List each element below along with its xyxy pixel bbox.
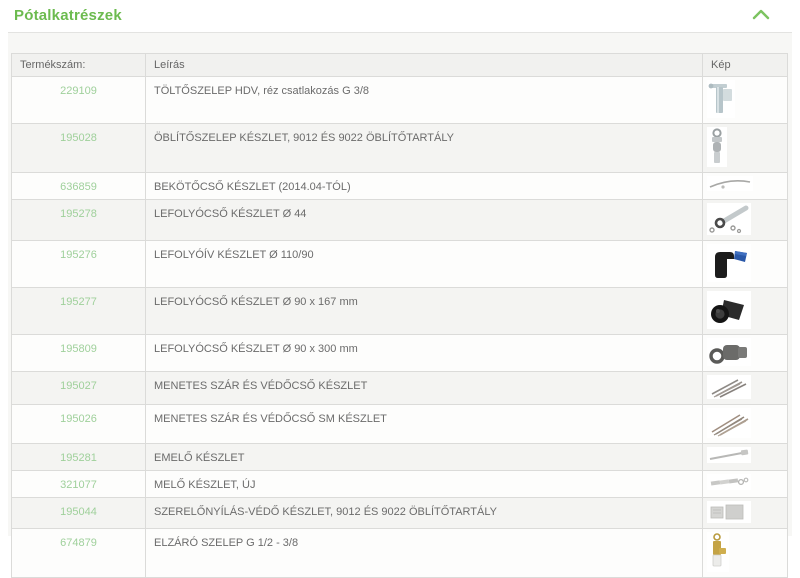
- table-row: 195277 LEFOLYÓCSŐ KÉSZLET Ø 90 x 167 mm: [11, 287, 788, 335]
- rod-bundle-thumb[interactable]: [707, 375, 751, 399]
- flush-valve-thumb[interactable]: [707, 127, 727, 167]
- fitting-gray-thumb[interactable]: [707, 338, 751, 366]
- table-row: 195026 MENETES SZÁR ÉS VÉDŐCSŐ SM KÉSZLE…: [11, 404, 788, 444]
- rod-bundle-sm-thumb[interactable]: [707, 408, 751, 438]
- product-number-link[interactable]: 674879: [60, 537, 97, 549]
- spare-parts-panel: Termékszám: Leírás Kép 229109 TÖLTŐSZELE…: [8, 32, 792, 578]
- product-description: SZERELŐNYÍLÁS-VÉDŐ KÉSZLET, 9012 ÉS 9022…: [145, 497, 703, 529]
- product-number-link[interactable]: 195276: [60, 249, 97, 261]
- fitting-black-thumb[interactable]: [707, 291, 751, 329]
- chevron-up-icon: [752, 8, 770, 23]
- product-number-link[interactable]: 229109: [60, 85, 97, 97]
- table-row: 195027 MENETES SZÁR ÉS VÉDŐCSŐ KÉSZLET: [11, 371, 788, 405]
- page-title: Pótalkatrészek: [14, 7, 122, 24]
- shutoff-valve-thumb[interactable]: [707, 532, 729, 572]
- column-header-image: Kép: [702, 53, 788, 77]
- product-description: MENETES SZÁR ÉS VÉDŐCSŐ SM KÉSZLET: [145, 404, 703, 444]
- table-row: 636859 BEKÖTŐCSŐ KÉSZLET (2014.04-TÓL): [11, 172, 788, 200]
- product-number-link[interactable]: 195277: [60, 296, 97, 308]
- collapse-button[interactable]: [750, 7, 772, 23]
- product-description: MENETES SZÁR ÉS VÉDŐCSŐ KÉSZLET: [145, 371, 703, 405]
- table-row: 195278 LEFOLYÓCSŐ KÉSZLET Ø 44: [11, 199, 788, 241]
- table-row: 229109 TÖLTŐSZELEP HDV, réz csatlakozás …: [11, 76, 788, 124]
- table-header-row: Termékszám: Leírás Kép: [11, 53, 788, 77]
- accordion-header: Pótalkatrészek: [0, 0, 800, 32]
- cover-thumb[interactable]: [707, 501, 751, 523]
- product-number-link[interactable]: 195281: [60, 452, 97, 464]
- product-description: TÖLTŐSZELEP HDV, réz csatlakozás G 3/8: [145, 76, 703, 124]
- product-number-link[interactable]: 321077: [60, 479, 97, 491]
- table-row: 195809 LEFOLYÓCSŐ KÉSZLET Ø 90 x 300 mm: [11, 334, 788, 372]
- product-number-link[interactable]: 195026: [60, 413, 97, 425]
- table-row: 195281 EMELŐ KÉSZLET: [11, 443, 788, 471]
- product-number-link[interactable]: 195278: [60, 208, 97, 220]
- table-row: 195044 SZERELŐNYÍLÁS-VÉDŐ KÉSZLET, 9012 …: [11, 497, 788, 529]
- lever-thumb[interactable]: [707, 447, 751, 463]
- table-body: 229109 TÖLTŐSZELEP HDV, réz csatlakozás …: [11, 76, 788, 578]
- table-row: 195276 LEFOLYÓÍV KÉSZLET Ø 110/90: [11, 240, 788, 288]
- product-description: EMELŐ KÉSZLET: [145, 443, 703, 471]
- product-description: MELŐ KÉSZLET, ÚJ: [145, 470, 703, 498]
- product-number-link[interactable]: 195044: [60, 506, 97, 518]
- product-description: BEKÖTŐCSŐ KÉSZLET (2014.04-TÓL): [145, 172, 703, 200]
- product-description: LEFOLYÓCSŐ KÉSZLET Ø 90 x 300 mm: [145, 334, 703, 372]
- pipe-parts-thumb[interactable]: [707, 203, 751, 235]
- column-header-product-number: Termékszám:: [11, 53, 146, 77]
- product-number-link[interactable]: 195028: [60, 132, 97, 144]
- product-description: LEFOLYÓCSŐ KÉSZLET Ø 44: [145, 199, 703, 241]
- product-number-link[interactable]: 636859: [60, 181, 97, 193]
- fill-valve-thumb[interactable]: [707, 80, 735, 118]
- elbow-thumb[interactable]: [707, 244, 751, 282]
- product-number-link[interactable]: 195809: [60, 343, 97, 355]
- table-row: 195028 ÖBLÍTŐSZELEP KÉSZLET, 9012 ÉS 902…: [11, 123, 788, 173]
- product-description: ÖBLÍTŐSZELEP KÉSZLET, 9012 ÉS 9022 ÖBLÍT…: [145, 123, 703, 173]
- table-row: 321077 MELŐ KÉSZLET, ÚJ: [11, 470, 788, 498]
- product-description: LEFOLYÓCSŐ KÉSZLET Ø 90 x 167 mm: [145, 287, 703, 335]
- spare-parts-table: Termékszám: Leírás Kép 229109 TÖLTŐSZELE…: [11, 53, 788, 578]
- product-description: LEFOLYÓÍV KÉSZLET Ø 110/90: [145, 240, 703, 288]
- product-number-link[interactable]: 195027: [60, 380, 97, 392]
- curved-pipe-thumb[interactable]: [707, 176, 753, 191]
- column-header-description: Leírás: [145, 53, 703, 77]
- parts-strip-thumb[interactable]: [707, 474, 751, 490]
